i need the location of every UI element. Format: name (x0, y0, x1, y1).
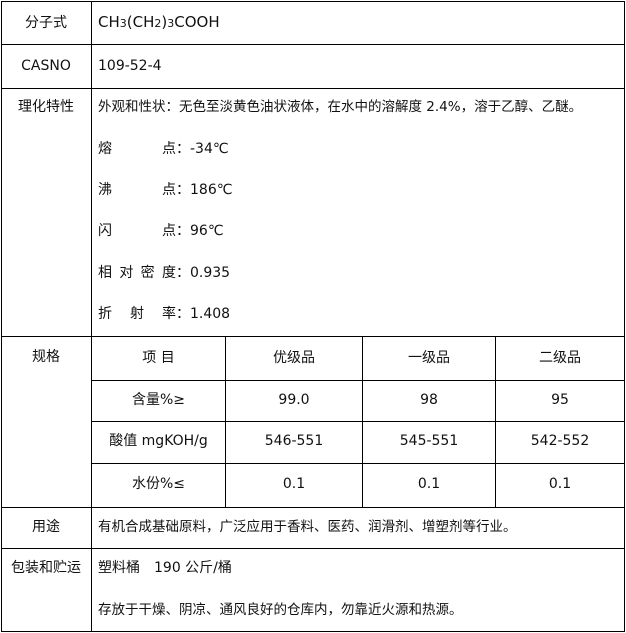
row-label-casno: CASNO (21, 58, 71, 74)
spec-header: 优级品 (273, 350, 315, 366)
divider (1, 88, 625, 89)
divider (1, 44, 625, 45)
spec-header: 二级品 (539, 350, 581, 366)
divider (1, 631, 625, 632)
divider (91, 421, 625, 422)
divider (1, 336, 625, 337)
divider (1, 548, 625, 549)
spec-cell: 0.1 (282, 476, 306, 492)
spec-header: 一级品 (408, 350, 450, 366)
property-density: 相对密度：0.935 (98, 265, 231, 281)
spec-header: 项 目 (142, 350, 175, 366)
row-label-properties: 理化特性 (18, 99, 74, 115)
row-label-usage: 用途 (32, 519, 60, 535)
divider (362, 336, 363, 507)
usage-text: 有机合成基础原料，广泛应用于香料、医药、润滑剂、增塑剂等行业。 (98, 519, 517, 535)
divider (91, 380, 625, 381)
divider (225, 336, 226, 507)
divider (1, 1, 2, 632)
appearance-text: 外观和性状：无色至淡黄色油状液体，在水中的溶解度 2.4%，溶于乙醇、乙醚。 (98, 99, 583, 115)
divider (1, 507, 625, 508)
property-melting-point: 熔点：-34℃ (98, 141, 229, 157)
property-flash-point: 闪点：96℃ (98, 223, 224, 239)
divider (495, 336, 496, 507)
formula-value: CH3(CH2)3COOH (98, 13, 220, 31)
divider (91, 463, 625, 464)
casno-value: 109-52-4 (98, 58, 162, 74)
storage-text: 存放于干燥、阴凉、通风良好的仓库内，勿靠近火源和热源。 (98, 602, 463, 618)
packaging-text: 塑料桶 190 公斤/桶 (98, 560, 232, 576)
spec-cell: 含量%≥ (131, 392, 186, 408)
spec-cell: 0.1 (417, 476, 441, 492)
divider (624, 1, 625, 632)
spec-cell: 水份%≤ (131, 476, 186, 492)
spec-cell: 545-551 (399, 433, 459, 449)
spec-cell: 542-552 (530, 433, 590, 449)
property-boiling-point: 沸点：186℃ (98, 182, 233, 198)
row-label-formula: 分子式 (25, 15, 67, 31)
row-label-packaging: 包装和贮运 (11, 560, 81, 576)
property-refractive-index: 折射率：1.408 (98, 306, 231, 322)
divider (91, 1, 92, 632)
row-label-spec: 规格 (32, 349, 60, 365)
spec-cell: 98 (420, 392, 438, 408)
spec-cell: 0.1 (548, 476, 572, 492)
spec-cell: 酸值 mgKOH/g (109, 433, 208, 449)
divider (1, 1, 625, 2)
spec-cell: 546-551 (264, 433, 324, 449)
spec-cell: 95 (551, 392, 569, 408)
spec-cell: 99.0 (278, 392, 310, 408)
